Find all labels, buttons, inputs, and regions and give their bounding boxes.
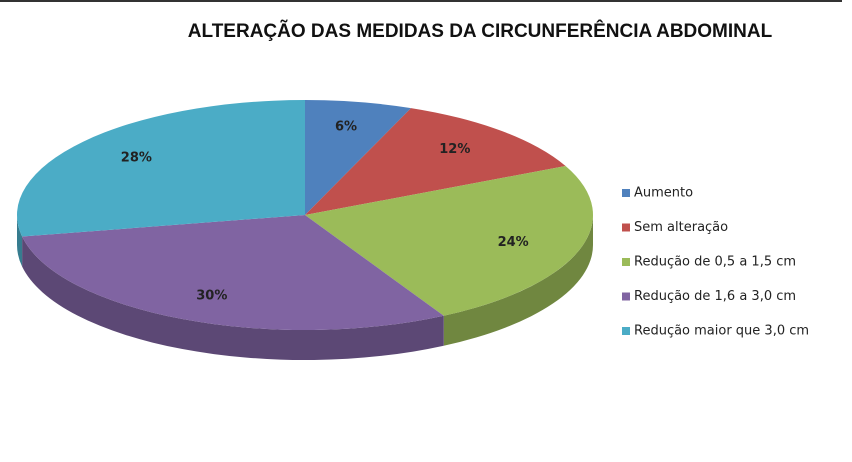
legend-swatch bbox=[622, 327, 630, 335]
data-label: 24% bbox=[498, 235, 529, 250]
slice bbox=[22, 215, 444, 330]
data-label: 30% bbox=[196, 289, 227, 304]
data-label: 12% bbox=[439, 142, 470, 157]
legend-label: Aumento bbox=[634, 186, 693, 201]
data-label: 6% bbox=[335, 119, 357, 134]
slice-side bbox=[17, 215, 23, 267]
slice bbox=[305, 166, 593, 316]
legend-label: Redução de 0,5 a 1,5 cm bbox=[634, 255, 796, 270]
legend-label: Redução maior que 3,0 cm bbox=[634, 324, 809, 339]
slice bbox=[305, 108, 566, 215]
legend-swatch bbox=[622, 189, 630, 197]
slice-side bbox=[443, 215, 594, 346]
slice bbox=[305, 100, 412, 215]
legend-swatch bbox=[622, 258, 630, 266]
legend-swatch bbox=[622, 223, 630, 232]
slice bbox=[16, 100, 305, 237]
data-label: 28% bbox=[121, 150, 152, 165]
legend-label: Redução de 1,6 a 3,0 cm bbox=[634, 289, 796, 304]
chart-title: ALTERAÇÃO DAS MEDIDAS DA CIRCUNFERÊNCIA … bbox=[188, 20, 773, 42]
legend-swatch bbox=[622, 292, 630, 301]
legend-label: Sem alteração bbox=[634, 220, 728, 235]
slice-side bbox=[22, 236, 444, 360]
